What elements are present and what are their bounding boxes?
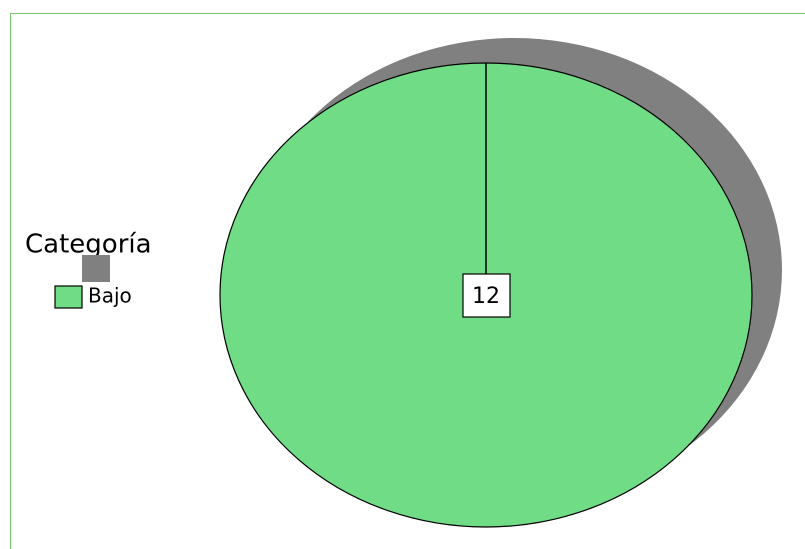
data-label-box (462, 273, 511, 318)
legend-label: Bajo (88, 284, 132, 308)
data-label: 12 (472, 284, 500, 309)
legend-title-shadow (82, 255, 110, 282)
legend-title: Categoría (25, 230, 152, 260)
legend-swatch (54, 285, 83, 309)
